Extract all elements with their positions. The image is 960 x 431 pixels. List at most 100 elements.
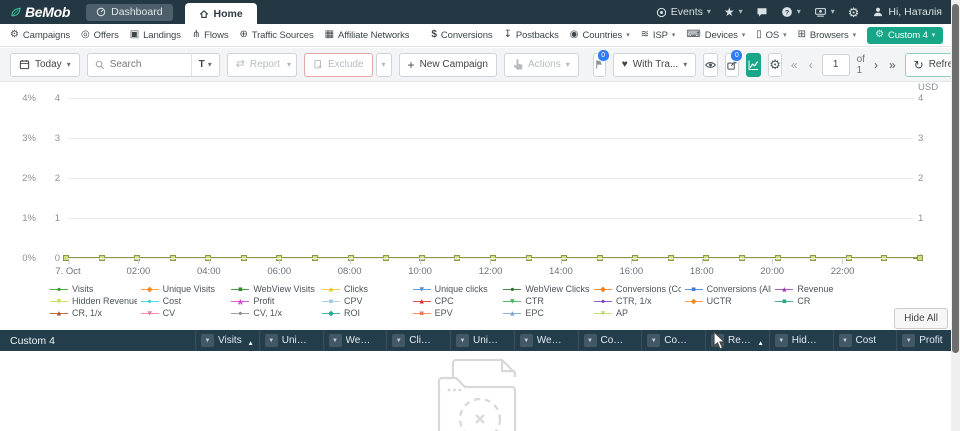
data-point-marker[interactable] — [916, 255, 923, 261]
legend-item[interactable]: Conversions (All) — [684, 284, 771, 294]
table-column-header[interactable]: Convers... — [641, 330, 705, 351]
report-dropdown-button[interactable]: ▾ — [281, 52, 297, 77]
legend-item[interactable]: AP — [593, 308, 681, 318]
next-page-button[interactable]: › — [873, 57, 878, 72]
dashboard-button[interactable]: Dashboard — [86, 3, 173, 21]
exclude-dropdown-button[interactable]: ▾ — [375, 52, 392, 77]
chat-button[interactable] — [756, 6, 768, 18]
table-column-header[interactable]: Convers... — [577, 330, 642, 351]
hide-all-button[interactable]: Hide All — [894, 308, 948, 329]
filter-funnel-icon[interactable] — [328, 334, 342, 347]
events-menu[interactable]: Events ▾ — [656, 6, 711, 18]
legend-item[interactable]: CTR — [503, 296, 590, 306]
data-point-marker[interactable] — [98, 255, 105, 261]
legend-item[interactable]: Cost — [140, 296, 228, 306]
first-page-button[interactable]: « — [790, 57, 798, 72]
legend-item[interactable]: ROI — [321, 308, 409, 318]
table-column-header[interactable]: WebVie... — [513, 330, 578, 351]
flag-filter-button[interactable]: 0 — [592, 48, 610, 77]
nav-item[interactable]: Countries ▾ — [570, 30, 629, 41]
filter-funnel-icon[interactable] — [647, 334, 661, 347]
help-menu[interactable]: ? ▾ — [781, 6, 801, 18]
refresh-button[interactable]: ↻ Refresh — [904, 52, 960, 77]
legend-item[interactable]: UCTR — [684, 296, 772, 306]
report-button[interactable]: ⇄ Report — [226, 52, 289, 77]
legend-item[interactable]: CV — [140, 308, 228, 318]
filter-funnel-icon[interactable] — [392, 334, 406, 347]
table-column-header[interactable]: WebVie... — [322, 330, 387, 351]
data-point-marker[interactable] — [561, 255, 568, 261]
legend-item[interactable]: CPC — [412, 296, 500, 306]
favorites-menu[interactable]: ★ ▾ — [724, 6, 743, 18]
table-column-header[interactable]: Visits — [195, 330, 259, 351]
prev-page-button[interactable]: ‹ — [808, 57, 813, 72]
billing-menu[interactable]: ▾ — [814, 6, 835, 18]
last-page-button[interactable]: » — [888, 57, 896, 72]
data-point-marker[interactable] — [454, 255, 461, 261]
table-column-header[interactable]: Profit — [896, 330, 960, 351]
legend-item[interactable]: CR — [775, 296, 862, 306]
data-point-marker[interactable] — [525, 255, 532, 261]
actions-button[interactable]: Actions ▾ — [503, 52, 579, 77]
data-point-marker[interactable] — [845, 255, 852, 261]
data-point-marker[interactable] — [169, 255, 176, 261]
nav-item[interactable]: Conversions ▾ — [431, 30, 493, 41]
traffic-filter-dropdown[interactable]: ♥ With Tra... ▾ — [612, 52, 697, 77]
nav-item[interactable]: Landings ▾ — [130, 30, 181, 41]
nav-item[interactable]: Campaigns ▾ — [10, 30, 70, 41]
data-point-marker[interactable] — [596, 255, 603, 261]
table-column-header[interactable]: Unique ... — [258, 330, 323, 351]
user-menu[interactable]: Hi, Наталія — [872, 6, 942, 18]
legend-item[interactable]: EPV — [412, 308, 500, 318]
nav-item[interactable]: Devices ▾ — [686, 30, 746, 41]
nav-item[interactable]: Traffic Sources ▾ — [239, 30, 314, 41]
data-point-marker[interactable] — [632, 255, 639, 261]
data-point-marker[interactable] — [774, 255, 781, 261]
table-column-header[interactable]: Cost — [832, 330, 897, 351]
table-column-header[interactable]: Unique ... — [450, 330, 514, 351]
nav-item[interactable]: OS ▾ — [756, 30, 787, 41]
filter-funnel-icon[interactable] — [902, 334, 916, 347]
legend-item[interactable]: Unique Visits — [140, 284, 228, 294]
table-column-header[interactable]: Hidden ... — [768, 330, 833, 351]
visibility-button[interactable] — [703, 52, 719, 77]
data-point-marker[interactable] — [881, 255, 888, 261]
search-input[interactable] — [109, 59, 191, 70]
filter-funnel-icon[interactable] — [838, 334, 852, 347]
nav-item[interactable]: Custom 4 ▾ — [867, 26, 944, 44]
settings-button[interactable]: ⚙ — [848, 6, 860, 19]
filter-funnel-icon[interactable] — [201, 334, 214, 347]
table-column-header[interactable]: Clicks — [386, 330, 450, 351]
data-point-marker[interactable] — [703, 255, 710, 261]
date-range-button[interactable]: Today ▾ — [10, 52, 80, 77]
filter-funnel-icon[interactable] — [456, 334, 469, 347]
data-point-marker[interactable] — [312, 255, 319, 261]
legend-item[interactable]: CR, 1/x — [50, 308, 137, 318]
nav-item[interactable]: Affiliate Networks ▾ — [325, 30, 410, 41]
nav-item[interactable]: Postbacks ▾ — [504, 30, 559, 41]
filter-funnel-icon[interactable] — [774, 334, 788, 347]
group-column-header[interactable]: Custom 4 — [0, 330, 195, 351]
exclude-button[interactable]: Exclude — [303, 52, 373, 77]
data-point-marker[interactable] — [667, 255, 674, 261]
data-point-marker[interactable] — [240, 255, 247, 261]
legend-item[interactable]: Revenue — [775, 284, 862, 294]
nav-item[interactable]: Offers ▾ — [81, 30, 119, 41]
legend-item[interactable]: Profit — [231, 296, 318, 306]
legend-item[interactable]: Unique clicks — [412, 284, 500, 294]
table-settings-button[interactable]: ⚙ — [768, 52, 782, 77]
tab-home[interactable]: Home — [184, 3, 257, 24]
bemob-logo[interactable]: BeMob — [10, 4, 70, 20]
data-point-marker[interactable] — [738, 255, 745, 261]
new-campaign-button[interactable]: + New Campaign — [398, 52, 497, 77]
chart-view-toggle[interactable] — [746, 52, 762, 77]
legend-item[interactable]: CTR, 1/x — [593, 296, 681, 306]
legend-item[interactable]: Visits — [50, 284, 137, 294]
legend-item[interactable]: WebView Visits — [231, 284, 318, 294]
search-type-button[interactable]: T ▾ — [190, 53, 219, 76]
nav-item[interactable]: Browsers ▾ — [798, 30, 856, 41]
legend-item[interactable]: Clicks — [321, 284, 409, 294]
data-point-marker[interactable] — [383, 255, 390, 261]
legend-item[interactable]: EPC — [503, 308, 590, 318]
legend-item[interactable]: CV, 1/x — [231, 308, 318, 318]
